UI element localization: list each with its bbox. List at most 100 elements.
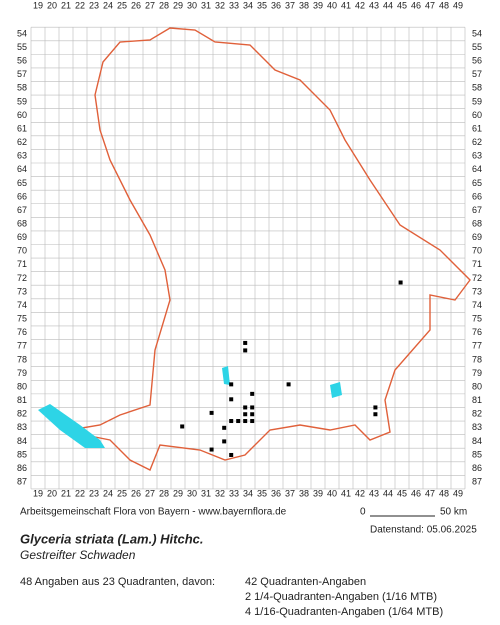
column-label: 31 [201,0,211,10]
column-label: 34 [243,0,253,10]
row-label: 71 [17,259,27,269]
column-label: 35 [257,488,267,498]
column-label: 43 [369,0,379,10]
column-label: 48 [439,488,449,498]
stats-line: 2 1/4-Quadranten-Angaben (1/16 MTB) [245,591,437,603]
row-label: 84 [17,436,27,446]
occurrence-point [180,424,185,429]
column-label: 49 [453,488,463,498]
row-label: 87 [472,477,482,487]
credit: Arbeitsgemeinschaft Flora von Bayern - w… [20,507,287,518]
row-label: 61 [472,123,482,133]
column-label: 28 [159,488,169,498]
species-common: Gestreifter Schwaden [20,548,136,562]
occurrence-point [373,405,378,410]
row-label: 86 [17,463,27,473]
column-label: 25 [117,0,127,10]
column-label: 35 [257,0,267,10]
occurrence-point [243,412,248,417]
occurrence-point [236,419,241,424]
column-label: 44 [383,0,393,10]
lake-bodensee [38,404,105,448]
row-label: 58 [17,83,27,93]
column-label: 48 [439,0,449,10]
column-label: 39 [313,488,323,498]
occurrence-point [243,340,248,345]
column-label: 33 [229,0,239,10]
occurrence-point [229,397,234,402]
row-label: 86 [472,463,482,473]
row-label: 55 [17,42,27,52]
occurrence-point [373,412,378,417]
row-label: 64 [472,164,482,174]
row-label: 79 [472,368,482,378]
column-label: 28 [159,0,169,10]
lake [330,382,342,398]
row-label: 74 [17,300,27,310]
column-label: 32 [215,488,225,498]
row-label: 56 [17,56,27,66]
column-label: 26 [131,0,141,10]
column-label: 47 [425,0,435,10]
species-name: Glyceria striata (Lam.) Hitchc. [20,531,204,546]
row-label: 66 [472,191,482,201]
row-label: 59 [472,96,482,106]
row-label: 63 [17,151,27,161]
occurrence-point [286,382,291,387]
stats-line: 42 Quadranten-Angaben [245,576,366,588]
column-label: 46 [411,0,421,10]
row-label: 65 [472,178,482,188]
column-label: 39 [313,0,323,10]
row-label: 82 [472,409,482,419]
occurrence-point [222,425,227,430]
row-label: 68 [17,218,27,228]
column-label: 23 [89,0,99,10]
row-label: 63 [472,151,482,161]
row-label: 55 [472,42,482,52]
column-label: 25 [117,488,127,498]
column-label: 41 [341,0,351,10]
column-label: 47 [425,488,435,498]
stats-summary: 48 Angaben aus 23 Quadranten, davon: [20,576,215,588]
occurrence-point [250,412,255,417]
row-label: 83 [17,422,27,432]
row-label: 54 [472,28,482,38]
column-label: 20 [47,0,57,10]
column-label: 42 [355,0,365,10]
row-label: 83 [472,422,482,432]
column-label: 21 [61,488,71,498]
occurrence-point [222,439,227,444]
column-label: 37 [285,0,295,10]
column-label: 19 [33,0,43,10]
row-label: 84 [472,436,482,446]
bavaria-border [69,27,471,471]
row-label: 80 [17,381,27,391]
row-label: 71 [472,259,482,269]
column-label: 36 [271,488,281,498]
row-label: 66 [17,191,27,201]
occurrence-point [243,419,248,424]
row-label: 73 [17,286,27,296]
column-label: 37 [285,488,295,498]
column-label: 49 [453,0,463,10]
row-label: 81 [17,395,27,405]
column-label: 26 [131,488,141,498]
column-label: 38 [299,488,309,498]
row-label: 78 [17,354,27,364]
row-label: 62 [472,137,482,147]
date: Datenstand: 05.06.2025 [370,525,477,536]
column-label: 23 [89,488,99,498]
column-label: 32 [215,0,225,10]
row-label: 67 [17,205,27,215]
column-label: 45 [397,0,407,10]
row-label: 57 [17,69,27,79]
row-label: 80 [472,381,482,391]
row-label: 72 [472,273,482,283]
row-label: 61 [17,123,27,133]
row-label: 60 [472,110,482,120]
column-label: 43 [369,488,379,498]
column-label: 22 [75,0,85,10]
column-label: 36 [271,0,281,10]
row-label: 69 [472,232,482,242]
row-label: 62 [17,137,27,147]
